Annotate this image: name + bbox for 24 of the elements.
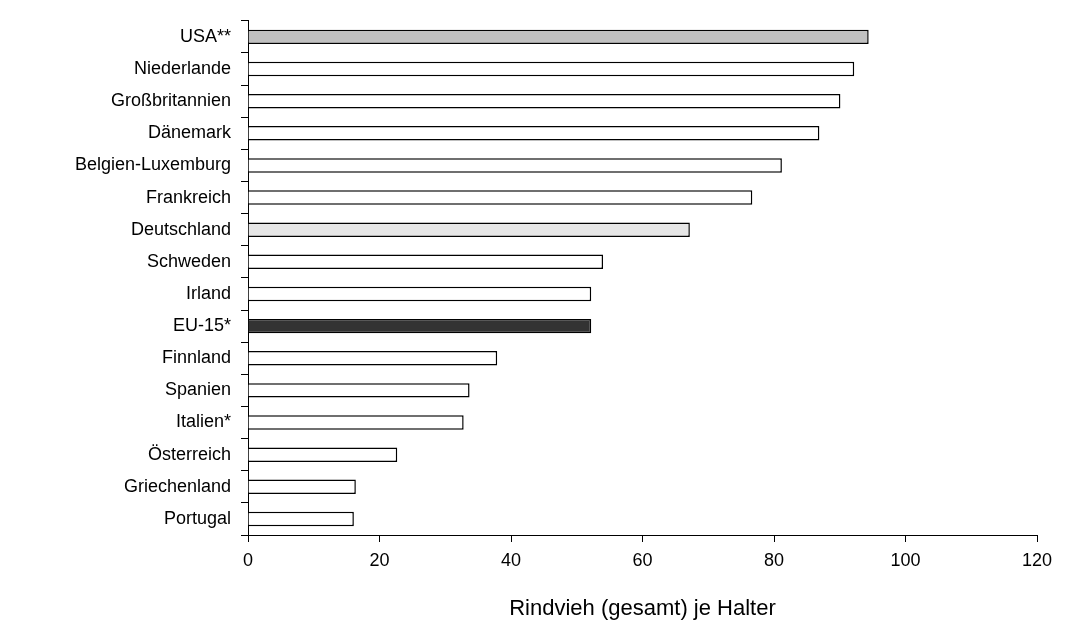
- x-tick-label: 120: [1021, 549, 1053, 570]
- y-tick-label: EU-15*: [172, 315, 231, 336]
- x-axis-title: Rindvieh (gesamt) je Halter: [509, 594, 776, 620]
- x-tick-label: 20: [369, 549, 390, 570]
- y-tick-label: Deutschland: [130, 218, 231, 239]
- y-tick-label: Dänemark: [147, 122, 232, 143]
- y-tick-label: Schweden: [146, 250, 231, 271]
- x-tick-label: 100: [890, 549, 921, 570]
- y-tick-label: Österreich: [147, 443, 231, 464]
- y-tick-label: Großbritannien: [110, 90, 231, 111]
- y-tick-label: Niederlande: [133, 57, 231, 78]
- y-tick-label: Belgien-Luxemburg: [74, 154, 231, 175]
- y-tick-label: USA**: [179, 25, 231, 46]
- y-tick-label: Italien*: [175, 411, 231, 432]
- y-tick-label: Griechenland: [123, 475, 231, 496]
- y-tick-label: Irland: [185, 282, 231, 303]
- x-tick-label: 0: [242, 549, 254, 570]
- y-tick-label: Spanien: [164, 379, 231, 400]
- y-tick-label: Portugal: [163, 507, 231, 528]
- x-tick-label: 80: [763, 549, 785, 570]
- x-tick-label: 40: [500, 549, 522, 570]
- y-tick-label: Finnland: [161, 347, 231, 368]
- y-tick-label: Frankreich: [145, 186, 231, 207]
- x-tick-label: 60: [632, 549, 653, 570]
